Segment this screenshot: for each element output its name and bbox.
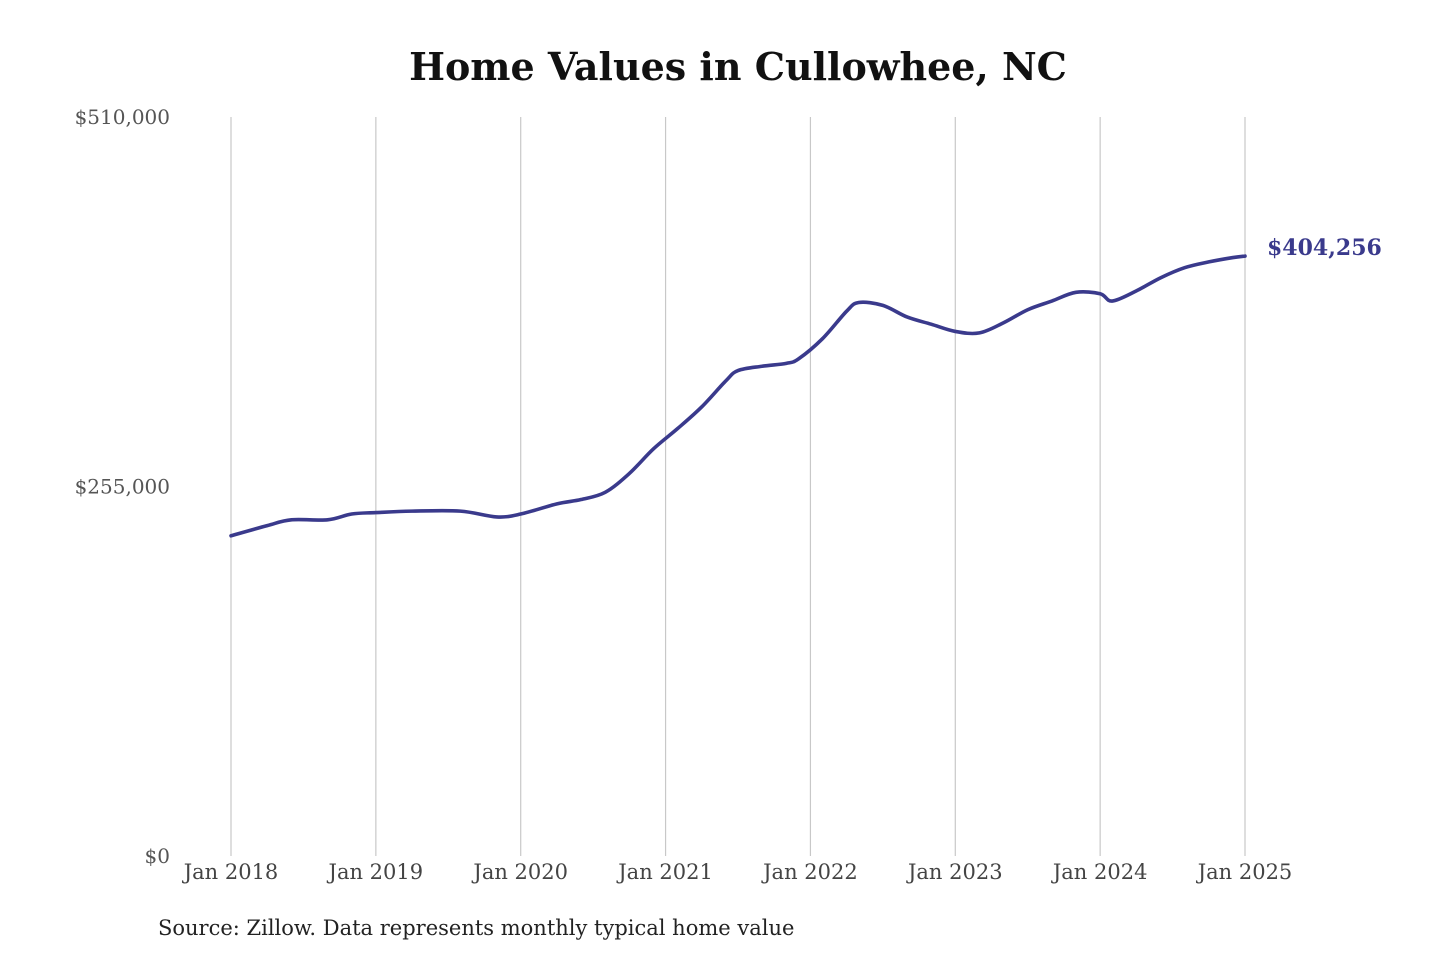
x-axis-tick-labels: Jan 2018 Jan 2019 Jan 2020 Jan 2021 Jan 2022… <box>182 860 1293 884</box>
x-tick-label: Jan 2021 <box>616 860 713 884</box>
x-tick-label: Jan 2019 <box>327 860 424 884</box>
series-line <box>229 254 1247 538</box>
y-axis-tick-labels: $0 $255,000 $510,000 <box>75 105 170 868</box>
x-tick-label: Jan 2023 <box>906 860 1003 884</box>
y-tick-label: $510,000 <box>75 105 170 129</box>
series-layer <box>229 254 1247 538</box>
x-tick-label: Jan 2024 <box>1051 860 1148 884</box>
source-note: Source: Zillow. Data represents monthly … <box>158 916 795 940</box>
chart-title: Home Values in Cullowhee, NC <box>409 44 1067 89</box>
end-value-label: $404,256 <box>1267 235 1382 261</box>
x-tick-label: Jan 2020 <box>471 860 568 884</box>
x-tick-label: Jan 2018 <box>182 860 279 884</box>
grid-lines <box>230 117 1246 856</box>
y-tick-label: $0 <box>145 844 170 868</box>
y-tick-label: $255,000 <box>75 475 170 499</box>
end-label-layer: $404,256 <box>1267 235 1382 261</box>
x-tick-label: Jan 2022 <box>761 860 858 884</box>
x-tick-label: Jan 2025 <box>1196 860 1293 884</box>
